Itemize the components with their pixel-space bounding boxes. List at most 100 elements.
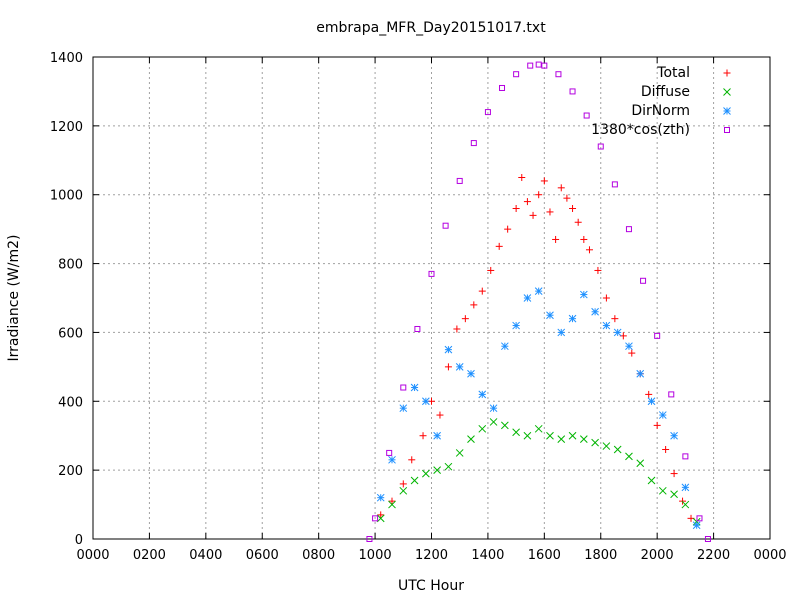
data-point (478, 390, 487, 399)
data-point (692, 521, 701, 530)
chart-title: embrapa_MFR_Day20151017.txt (316, 20, 546, 36)
data-point (388, 500, 396, 509)
x-tick-label: 0600 (246, 548, 279, 563)
data-point (546, 311, 554, 320)
data-point (512, 204, 520, 212)
data-point (376, 514, 385, 523)
data-point (597, 143, 604, 150)
data-point (372, 515, 379, 522)
data-point (487, 266, 495, 274)
data-point (682, 453, 689, 460)
data-point (461, 315, 469, 323)
y-axis-label: Irradiance (W/m2) (6, 235, 22, 362)
x-tick-label: 0000 (753, 548, 786, 563)
data-point (625, 342, 633, 351)
data-point (470, 140, 477, 147)
y-tick-label: 1200 (50, 120, 83, 135)
data-point (489, 404, 498, 413)
x-tick-labels: 0000 0200 0400 0600 0800 1000 1200 1400 1600 1800… (76, 548, 786, 563)
data-point (541, 62, 548, 69)
data-point (523, 431, 532, 440)
data-point (366, 536, 373, 542)
data-points (366, 61, 711, 542)
data-point (419, 432, 427, 440)
data-point (422, 397, 430, 406)
data-point (636, 369, 645, 378)
data-point (670, 431, 678, 440)
x-tick-label: 1600 (528, 548, 561, 563)
data-point (654, 332, 661, 339)
data-point (478, 287, 486, 295)
data-point (489, 418, 498, 426)
data-point (414, 325, 421, 332)
data-point (388, 497, 396, 505)
data-point (611, 315, 619, 323)
data-point (670, 490, 678, 499)
x-tick-label: 1400 (471, 548, 504, 563)
data-point (527, 62, 534, 69)
legend-label: Diffuse (641, 84, 690, 100)
data-point (636, 459, 645, 468)
data-point (568, 431, 577, 440)
data-point (478, 424, 487, 433)
data-point (568, 314, 577, 323)
data-point (557, 435, 566, 444)
data-point (579, 435, 588, 444)
x-tick-label: 1800 (584, 548, 617, 563)
data-point (388, 455, 396, 464)
data-point (442, 222, 449, 229)
data-point (400, 384, 407, 391)
data-point (540, 177, 548, 185)
data-point (546, 431, 554, 440)
data-point (518, 174, 526, 181)
y-tick-label: 200 (58, 464, 83, 479)
y-tick-label: 400 (58, 395, 83, 410)
data-point (523, 198, 531, 206)
data-point (546, 208, 554, 216)
data-point (444, 363, 452, 371)
data-point (453, 325, 461, 333)
data-point (645, 390, 653, 398)
data-point (470, 301, 478, 309)
data-point (436, 411, 444, 419)
y-tick-label: 600 (58, 326, 83, 341)
data-point (580, 235, 588, 243)
data-point (467, 435, 475, 444)
data-point (704, 536, 711, 542)
legend-label: Total (656, 65, 690, 81)
x-axis-label: UTC Hour (398, 578, 464, 594)
data-point (444, 345, 453, 354)
data-point (410, 476, 419, 485)
y-tick-label: 800 (58, 258, 83, 273)
data-point (613, 445, 622, 454)
data-point (613, 328, 622, 337)
data-point (640, 277, 647, 284)
data-point (611, 181, 618, 188)
data-point (585, 246, 593, 254)
x-tick-label: 1200 (415, 548, 448, 563)
data-point (583, 112, 590, 119)
data-point (602, 294, 610, 302)
data-point (455, 449, 464, 457)
data-point (377, 511, 385, 519)
x-tick-label: 0400 (189, 548, 222, 563)
x-tick-label: 2200 (697, 548, 730, 563)
data-point (376, 493, 385, 502)
data-point (484, 109, 491, 116)
data-point (444, 462, 453, 471)
legend-marker (724, 127, 730, 133)
data-point (535, 61, 542, 68)
data-point (386, 449, 393, 456)
data-point (504, 225, 512, 233)
data-point (552, 235, 560, 243)
data-point (628, 349, 636, 357)
x-tick-label: 2000 (641, 548, 674, 563)
data-point (569, 204, 577, 212)
data-point (625, 226, 632, 233)
data-point (512, 428, 520, 437)
data-point (422, 469, 430, 478)
data-point (681, 500, 690, 509)
data-point (410, 383, 419, 392)
y-tick-label: 0 (75, 533, 83, 548)
